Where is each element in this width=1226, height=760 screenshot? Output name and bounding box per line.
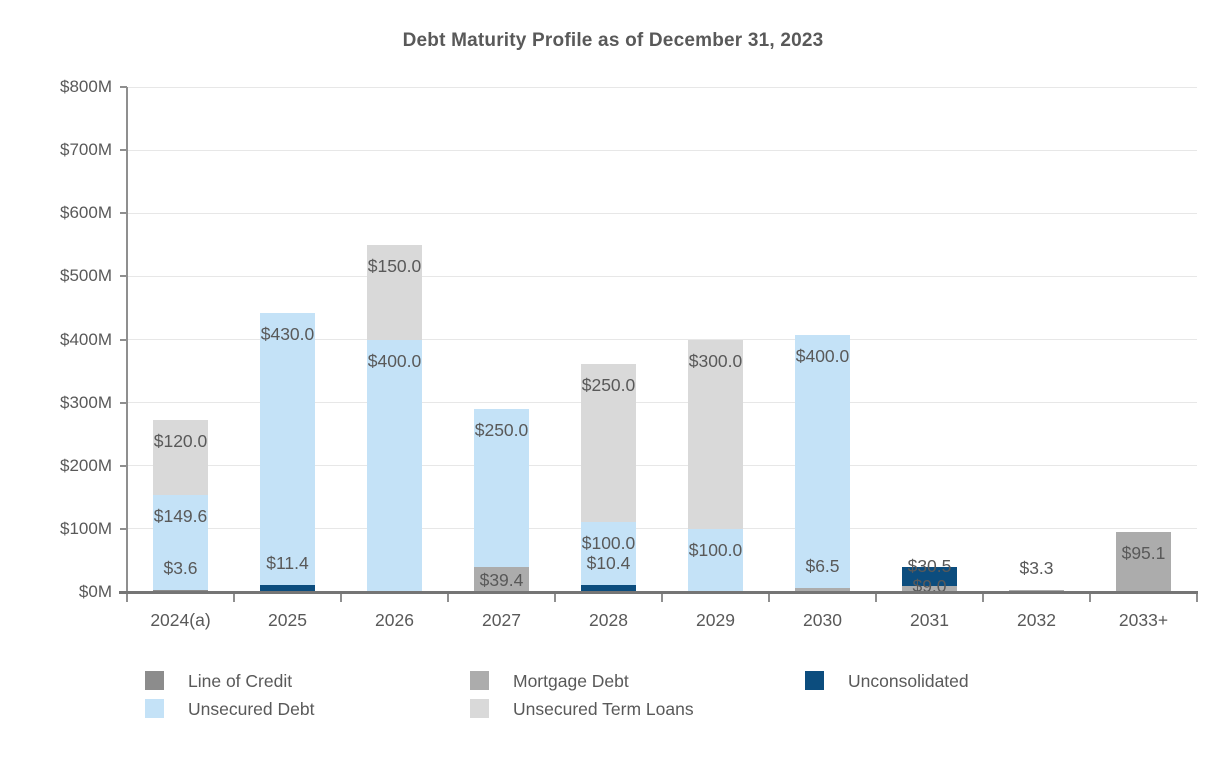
x-axis-tick <box>447 593 449 602</box>
data-label: $100.0 <box>581 533 636 554</box>
bar-segment <box>367 339 422 592</box>
x-axis-line <box>119 590 1198 594</box>
x-axis-tick <box>233 593 235 602</box>
chart-title: Debt Maturity Profile as of December 31,… <box>402 30 824 51</box>
bar-segment <box>474 567 529 592</box>
bar-segment <box>260 584 315 592</box>
x-axis-category-label: 2028 <box>589 610 628 630</box>
data-label: $150.0 <box>367 255 422 276</box>
y-axis-tick-label: $0M <box>78 582 112 601</box>
y-axis-tick <box>120 527 127 530</box>
gridline <box>127 212 1197 214</box>
legend-label: Unsecured Term Loans <box>513 699 694 719</box>
x-axis-category-label: 2025 <box>268 610 307 630</box>
gridline <box>127 149 1197 151</box>
x-axis-category-label: 2024(a) <box>150 610 211 630</box>
bar-segment <box>688 528 743 592</box>
x-axis-tick <box>1196 593 1198 602</box>
legend-swatch <box>805 671 824 690</box>
y-axis-tick-label: $500M <box>60 266 112 286</box>
data-label: $149.6 <box>153 506 208 527</box>
x-axis-tick <box>554 593 556 602</box>
data-label: $100.0 <box>688 539 743 560</box>
gridline <box>127 465 1197 467</box>
x-axis-tick <box>126 593 128 602</box>
x-axis-category-label: 2030 <box>803 610 842 630</box>
bar-segment <box>474 409 529 568</box>
data-label: $300.0 <box>688 350 743 371</box>
y-axis-tick <box>120 212 127 215</box>
y-axis-tick <box>120 275 127 278</box>
data-label: $400.0 <box>367 350 422 371</box>
x-axis-tick <box>1089 593 1091 602</box>
y-axis-tick-label: $800M <box>60 77 112 96</box>
data-label: $250.0 <box>581 375 636 396</box>
gridline <box>127 339 1197 340</box>
y-axis-tick-label: $400M <box>60 329 112 349</box>
x-axis-tick <box>768 593 770 602</box>
x-axis-category-label: 2031 <box>910 610 949 630</box>
legend-swatch <box>145 699 164 718</box>
bar-segment <box>260 313 315 585</box>
x-axis-tick <box>875 593 877 602</box>
y-axis-tick <box>120 86 127 88</box>
bar-segment <box>688 339 743 529</box>
y-axis-tick-label: $600M <box>60 203 112 223</box>
x-axis-tick <box>340 593 342 602</box>
data-label: $30.5 <box>907 556 952 576</box>
x-axis-tick <box>661 593 663 602</box>
legend-swatch <box>470 699 489 718</box>
bar-segment <box>795 335 850 588</box>
bar-segment <box>902 586 957 592</box>
bar-segment <box>367 244 422 340</box>
data-label: $430.0 <box>260 324 315 345</box>
x-axis-category-label: 2032 <box>1017 610 1056 630</box>
data-label: $39.4 <box>479 569 524 590</box>
legend-swatch <box>470 671 489 690</box>
y-axis-tick <box>120 149 127 152</box>
gridline <box>127 275 1197 277</box>
bar-segment <box>581 585 636 592</box>
bar-segment <box>581 364 636 523</box>
data-label: $400.0 <box>795 346 850 367</box>
bar-segment <box>902 567 957 587</box>
data-label: $120.0 <box>153 430 208 451</box>
bar-segment <box>581 522 636 586</box>
y-axis-tick-label: $200M <box>60 455 112 475</box>
data-label: $95.1 <box>1121 542 1166 563</box>
x-axis-tick <box>982 593 984 602</box>
data-label: $11.4 <box>266 552 309 573</box>
legend-label: Unsecured Debt <box>188 699 315 719</box>
x-axis-category-label: 2033+ <box>1118 610 1169 630</box>
y-axis-tick <box>120 338 127 341</box>
bar-segment <box>153 419 208 496</box>
bar-segment <box>153 495 208 590</box>
gridline <box>127 402 1197 404</box>
data-label: $250.0 <box>474 420 529 441</box>
x-axis-category-label: 2027 <box>482 610 521 630</box>
y-axis-line <box>126 87 128 600</box>
legend-label: Mortgage Debt <box>513 671 629 691</box>
y-axis-tick-label: $700M <box>60 140 112 160</box>
data-label: $10.4 <box>586 553 631 574</box>
legend-label: Unconsolidated <box>848 671 969 691</box>
data-label: $3.3 <box>1019 557 1054 578</box>
y-axis-tick-label: $100M <box>60 518 112 538</box>
bar-segment <box>1116 531 1171 592</box>
legend-swatch <box>145 671 164 690</box>
data-label: $3.6 <box>163 557 198 578</box>
x-axis-category-label: 2026 <box>375 610 414 630</box>
y-axis-tick <box>120 464 127 467</box>
data-label: $6.5 <box>805 555 840 576</box>
gridline <box>127 528 1197 530</box>
gridline <box>127 86 1197 88</box>
y-axis-tick-label: $300M <box>60 392 112 412</box>
bar-segment <box>795 587 850 592</box>
x-axis-category-label: 2029 <box>696 610 735 630</box>
y-axis-tick <box>120 401 127 404</box>
legend-label: Line of Credit <box>188 671 293 691</box>
